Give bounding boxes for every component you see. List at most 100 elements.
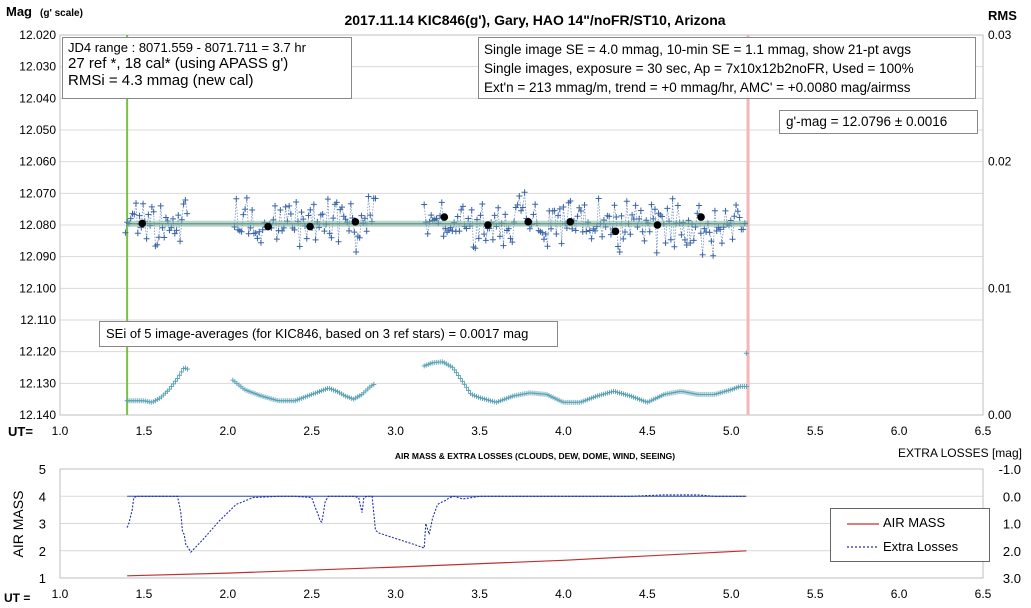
single-image-point — [674, 202, 681, 209]
single-image-point — [157, 202, 164, 209]
rms-point — [168, 384, 174, 390]
rms-point — [179, 369, 184, 375]
single-image-point — [155, 234, 162, 241]
single-image-point — [134, 230, 141, 237]
y-tick-label: 12.020 — [19, 28, 56, 42]
average-point — [524, 218, 533, 226]
single-image-point — [567, 198, 574, 205]
airmass-series-line — [127, 550, 747, 577]
single-image-point — [433, 215, 440, 222]
single-image-point — [363, 228, 370, 235]
y-axis-title: AIR MASS — [10, 491, 26, 558]
single-image-point — [613, 214, 620, 221]
average-point — [264, 222, 272, 231]
se-text: Single image SE = 4.0 mmag, 10-min SE = … — [484, 42, 911, 57]
single-image-point — [553, 230, 560, 237]
single-image-point — [249, 206, 256, 213]
single-image-point — [303, 235, 310, 242]
exposure-text: Single images, exposure = 30 sec, Ap = 7… — [484, 61, 914, 76]
y-tick-label: 12.070 — [19, 186, 56, 200]
y-axis-title: Mag — [6, 4, 32, 19]
single-image-point — [637, 207, 644, 214]
sei-text: SEi of 5 image-averages (for KIC846, bas… — [106, 326, 529, 341]
y2-tick-label: 0.02 — [988, 155, 1012, 169]
single-image-point — [614, 243, 621, 250]
single-image-point — [245, 230, 252, 237]
single-image-point — [351, 229, 358, 236]
single-image-point — [731, 213, 738, 220]
extra-losses-series-line — [126, 494, 747, 553]
single-image-point — [180, 201, 187, 208]
single-image-point — [182, 196, 189, 203]
x-tick-label: 5.0 — [723, 587, 740, 601]
single-image-point — [696, 202, 703, 209]
single-image-point — [324, 196, 331, 203]
single-image-point — [233, 195, 240, 202]
single-image-point — [710, 252, 717, 259]
single-image-point — [148, 203, 155, 210]
single-image-point — [606, 213, 613, 220]
single-image-point — [708, 238, 715, 245]
single-image-point — [252, 230, 259, 237]
single-image-point — [521, 189, 528, 196]
single-image-point — [242, 206, 249, 213]
x-tick-label: 6.5 — [975, 424, 992, 438]
chart-title: AIR MASS & EXTRA LOSSES (CLOUDS, DEW, DO… — [395, 451, 675, 461]
single-image-point — [358, 212, 365, 219]
x-tick-label: 4.5 — [639, 424, 656, 438]
x-tick-label: 1.5 — [136, 587, 153, 601]
average-point — [138, 219, 147, 228]
y2-axis-title: EXTRA LOSSES [mag] — [898, 446, 1022, 460]
y-tick-label: 5 — [39, 462, 46, 477]
single-image-point — [507, 235, 514, 242]
single-image-point — [532, 201, 539, 208]
single-image-point — [516, 192, 523, 199]
single-image-point — [333, 199, 340, 206]
rms-point — [451, 367, 457, 373]
single-image-point — [122, 229, 129, 236]
single-image-point — [733, 201, 740, 208]
x-tick-label: 5.0 — [723, 424, 740, 438]
single-image-point — [690, 237, 697, 244]
rms-point — [457, 375, 463, 381]
rms-point — [170, 381, 176, 387]
single-image-point — [286, 202, 293, 209]
single-image-point — [365, 193, 372, 200]
single-image-point — [551, 207, 558, 214]
exposure-info-box: Single image SE = 4.0 mmag, 10-min SE = … — [478, 37, 976, 99]
single-image-point — [583, 228, 590, 235]
single-image-point — [307, 206, 314, 213]
rms-point — [371, 381, 377, 387]
rmsi-text: RMSi = 4.3 mmag (new cal) — [68, 72, 254, 89]
single-image-point — [500, 242, 507, 249]
y2-axis-title: RMS — [988, 8, 1017, 23]
single-image-point — [127, 215, 134, 222]
single-image-point — [277, 207, 284, 214]
single-image-point — [465, 215, 472, 222]
rms-outlier-point — [743, 350, 749, 356]
single-image-point — [328, 234, 335, 241]
x-tick-label: 1.5 — [136, 424, 153, 438]
x-tick-label: 5.5 — [807, 424, 824, 438]
average-point — [566, 218, 574, 226]
single-image-point — [502, 211, 509, 218]
single-image-point — [622, 229, 629, 236]
single-image-point — [287, 211, 294, 218]
airmass-chart: 5 4 3 2 1 -1.0 0.0 1.0 2.0 3.0 1.0 1.5 2.0 2.5 3.0 3.5 4… — [4, 446, 1022, 605]
single-image-point — [257, 239, 264, 246]
single-image-point — [734, 208, 741, 215]
rms-point — [166, 386, 172, 392]
single-image-point — [458, 206, 465, 213]
single-image-point — [335, 238, 342, 245]
single-image-point — [611, 202, 618, 209]
single-image-point — [664, 205, 671, 212]
x-tick-label: 4.0 — [555, 424, 572, 438]
x-tick-label: 2.5 — [303, 424, 320, 438]
single-image-point — [556, 205, 563, 212]
single-image-point — [659, 213, 666, 220]
y-tick-label: 3 — [39, 517, 46, 532]
single-image-point — [305, 212, 312, 219]
single-image-point — [162, 214, 169, 221]
single-image-point — [279, 227, 286, 234]
single-image-point — [326, 230, 333, 237]
